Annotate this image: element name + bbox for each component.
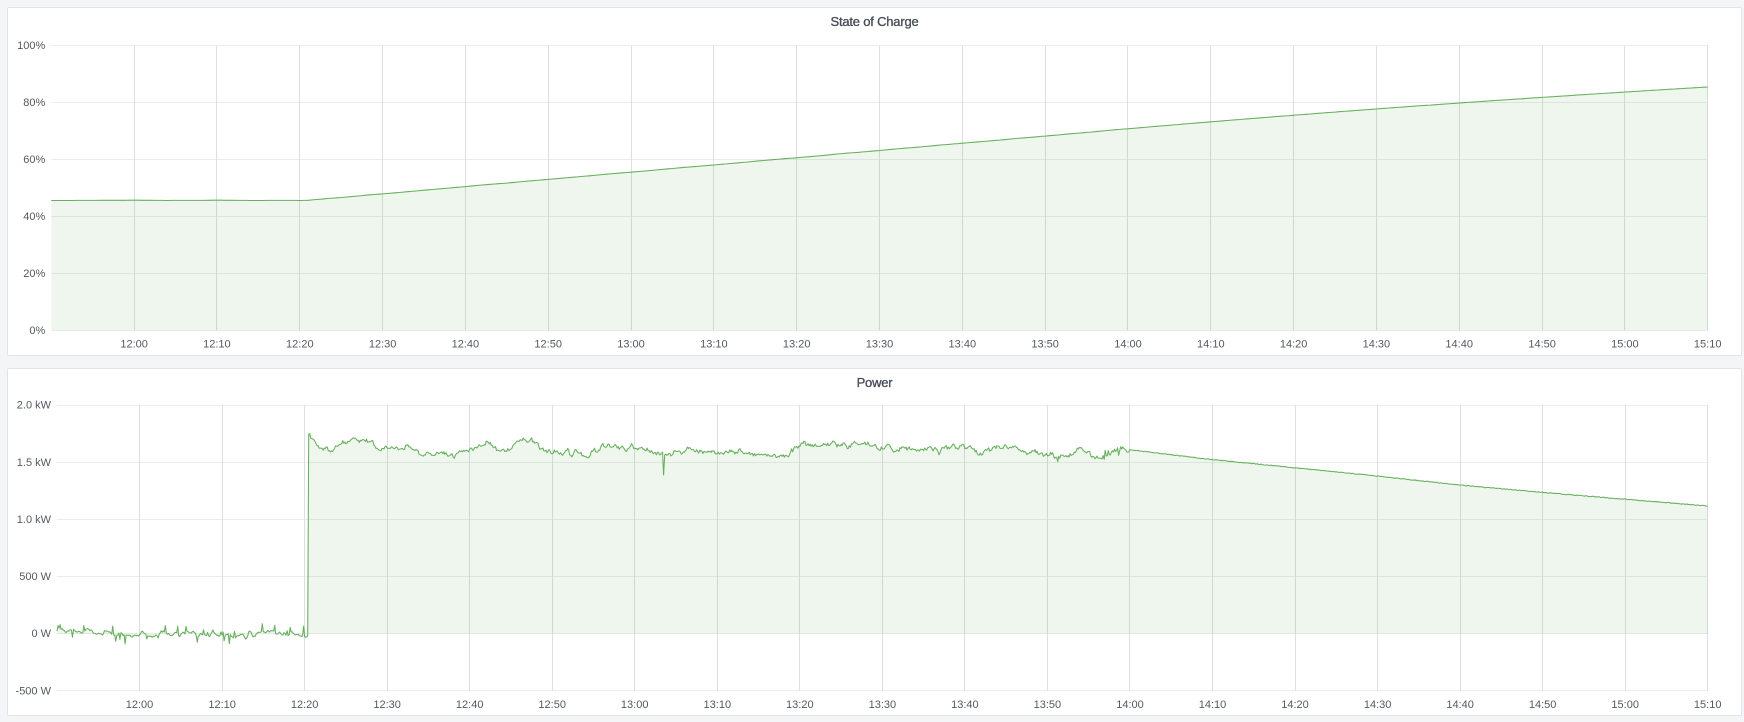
svg-text:20%: 20%: [23, 268, 45, 280]
svg-text:12:10: 12:10: [203, 338, 231, 350]
svg-text:13:30: 13:30: [866, 338, 894, 350]
svg-text:13:20: 13:20: [786, 699, 814, 711]
svg-text:14:20: 14:20: [1280, 338, 1308, 350]
svg-text:14:40: 14:40: [1446, 699, 1474, 711]
svg-text:500 W: 500 W: [19, 571, 51, 583]
svg-text:14:10: 14:10: [1197, 338, 1225, 350]
svg-text:0 W: 0 W: [31, 628, 51, 640]
svg-text:100%: 100%: [17, 40, 45, 52]
svg-text:12:20: 12:20: [291, 699, 319, 711]
svg-text:13:40: 13:40: [949, 338, 977, 350]
svg-text:12:40: 12:40: [456, 699, 484, 711]
svg-text:12:00: 12:00: [120, 338, 148, 350]
svg-text:1.5 kW: 1.5 kW: [17, 457, 52, 469]
svg-text:-500 W: -500 W: [16, 685, 52, 697]
svg-text:14:20: 14:20: [1281, 699, 1309, 711]
svg-text:14:30: 14:30: [1363, 338, 1391, 350]
svg-text:13:50: 13:50: [1034, 699, 1062, 711]
svg-text:14:50: 14:50: [1529, 699, 1557, 711]
svg-text:1.0 kW: 1.0 kW: [17, 514, 52, 526]
svg-text:40%: 40%: [23, 211, 45, 223]
svg-text:13:10: 13:10: [700, 338, 728, 350]
svg-text:12:50: 12:50: [534, 338, 562, 350]
svg-text:15:10: 15:10: [1694, 338, 1722, 350]
svg-text:80%: 80%: [23, 97, 45, 109]
svg-text:13:20: 13:20: [783, 338, 811, 350]
svg-text:13:50: 13:50: [1031, 338, 1059, 350]
svg-text:13:30: 13:30: [869, 699, 897, 711]
svg-text:15:00: 15:00: [1611, 338, 1639, 350]
svg-text:0%: 0%: [29, 325, 45, 337]
svg-text:15:00: 15:00: [1611, 699, 1639, 711]
svg-text:14:40: 14:40: [1445, 338, 1473, 350]
svg-text:12:50: 12:50: [538, 699, 566, 711]
svg-text:14:10: 14:10: [1199, 699, 1227, 711]
svg-text:14:50: 14:50: [1528, 338, 1556, 350]
svg-text:15:10: 15:10: [1694, 699, 1722, 711]
svg-text:12:40: 12:40: [452, 338, 480, 350]
svg-text:2.0 kW: 2.0 kW: [17, 400, 52, 412]
svg-text:12:30: 12:30: [373, 699, 401, 711]
svg-text:12:10: 12:10: [208, 699, 236, 711]
svg-text:12:20: 12:20: [286, 338, 314, 350]
svg-text:60%: 60%: [23, 154, 45, 166]
svg-text:14:30: 14:30: [1364, 699, 1392, 711]
svg-text:12:00: 12:00: [126, 699, 154, 711]
svg-text:14:00: 14:00: [1116, 699, 1144, 711]
svg-text:14:00: 14:00: [1114, 338, 1142, 350]
svg-text:13:40: 13:40: [951, 699, 979, 711]
svg-text:12:30: 12:30: [369, 338, 397, 350]
svg-text:13:00: 13:00: [617, 338, 645, 350]
svg-text:13:10: 13:10: [704, 699, 732, 711]
svg-text:13:00: 13:00: [621, 699, 649, 711]
